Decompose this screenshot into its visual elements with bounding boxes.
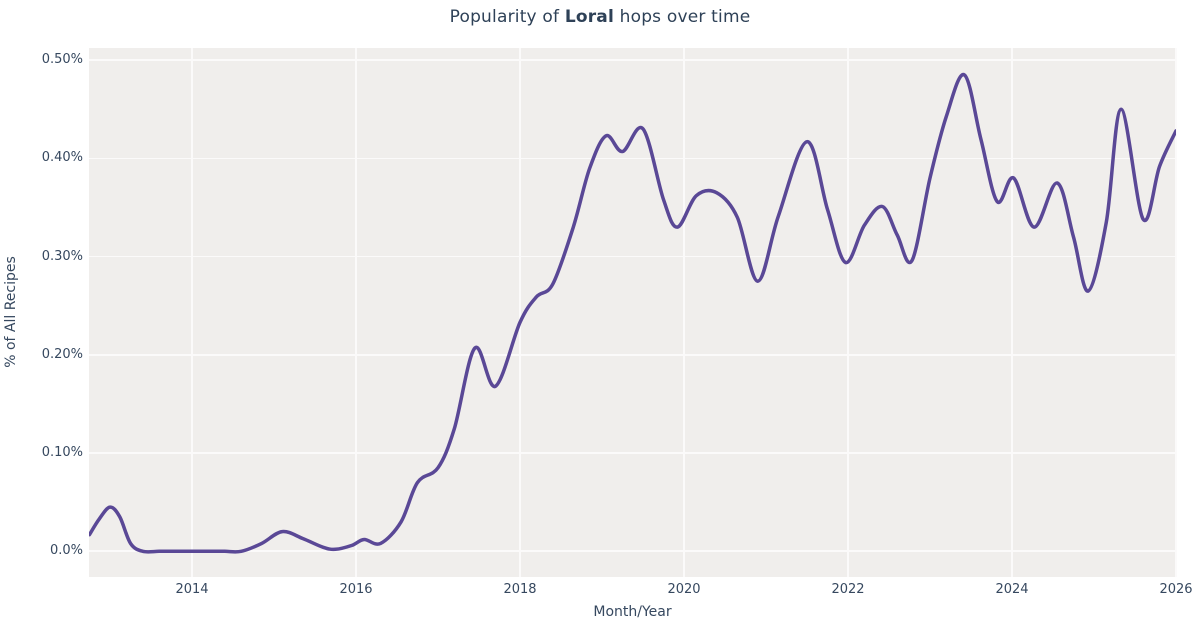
gridline (89, 354, 1176, 356)
gridline (89, 157, 1176, 160)
gridline (89, 452, 1176, 454)
chart-title: Popularity of Loral hops over time (0, 7, 1200, 27)
x-axis-label: Month/Year (593, 604, 672, 620)
y-tick-label: 0.50% (41, 52, 83, 68)
gridline (519, 48, 521, 577)
gridline (89, 550, 1176, 553)
x-tick-label: 2024 (995, 582, 1029, 597)
chart-title-prefix: Popularity of (449, 7, 565, 27)
gridline (683, 48, 685, 577)
y-tick-label: 0.0% (49, 543, 83, 559)
popularity-line-series (89, 73, 1176, 554)
y-tick-label: 0.40% (41, 150, 83, 166)
gridline (89, 59, 1176, 61)
line-chart-canvas (89, 73, 1176, 554)
gridline (191, 48, 193, 577)
y-axis-label: % of All Recipes (3, 256, 19, 368)
x-tick-label: 2022 (831, 582, 865, 597)
gridline (355, 48, 357, 577)
y-tick-label: 0.10% (41, 445, 83, 461)
x-tick-label: 2018 (503, 582, 537, 597)
chart-title-hop-name: Loral (564, 7, 615, 27)
gridline (1175, 48, 1177, 577)
gridline (89, 255, 1176, 258)
plot-area (89, 48, 1177, 577)
gridline (847, 48, 849, 577)
y-tick-label: 0.30% (41, 248, 83, 264)
gridline (1011, 48, 1013, 577)
x-tick-label: 2014 (175, 582, 209, 597)
y-tick-label: 0.20% (41, 346, 83, 362)
x-tick-label: 2020 (667, 582, 701, 597)
x-tick-label: 2026 (1159, 582, 1193, 597)
chart-title-suffix: hops over time (614, 7, 751, 27)
x-tick-label: 2016 (339, 582, 373, 597)
